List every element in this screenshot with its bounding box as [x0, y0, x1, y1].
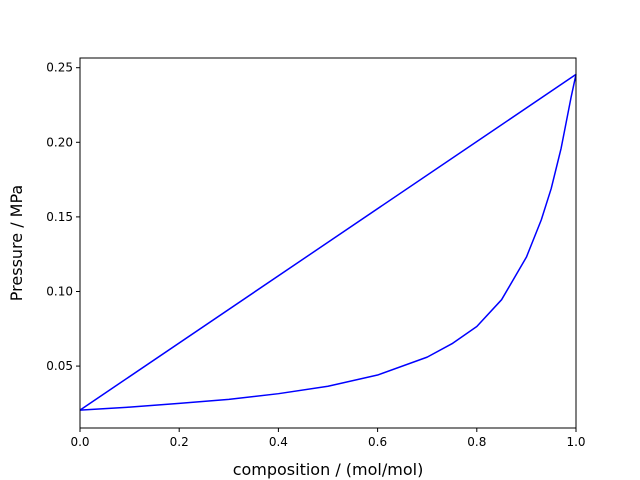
x-tick-label: 0.4: [269, 435, 288, 449]
plot-frame: [79, 57, 577, 429]
plot-lines: [79, 73, 577, 411]
x-tick-label: 0.6: [368, 435, 387, 449]
dew-curve-line: [79, 74, 577, 411]
y-axis-ticks: 0.05 0.10 0.15 0.20 0.25: [46, 61, 80, 373]
x-tick-label: 0.0: [70, 435, 89, 449]
y-tick-label: 0.10: [46, 284, 73, 298]
y-tick-label: 0.25: [46, 61, 73, 75]
x-tick-label: 1.0: [566, 435, 585, 449]
y-tick-label: 0.05: [46, 359, 73, 373]
bubble-curve-line: [79, 73, 577, 411]
x-tick-label: 0.8: [467, 435, 486, 449]
x-axis-label: composition / (mol/mol): [233, 460, 424, 479]
y-tick-label: 0.15: [46, 210, 73, 224]
x-tick-label: 0.2: [170, 435, 189, 449]
y-tick-label: 0.20: [46, 135, 73, 149]
x-axis-ticks: 0.0 0.2 0.4 0.6 0.8 1.0: [70, 428, 586, 449]
y-axis-label: Pressure / MPa: [7, 185, 26, 301]
